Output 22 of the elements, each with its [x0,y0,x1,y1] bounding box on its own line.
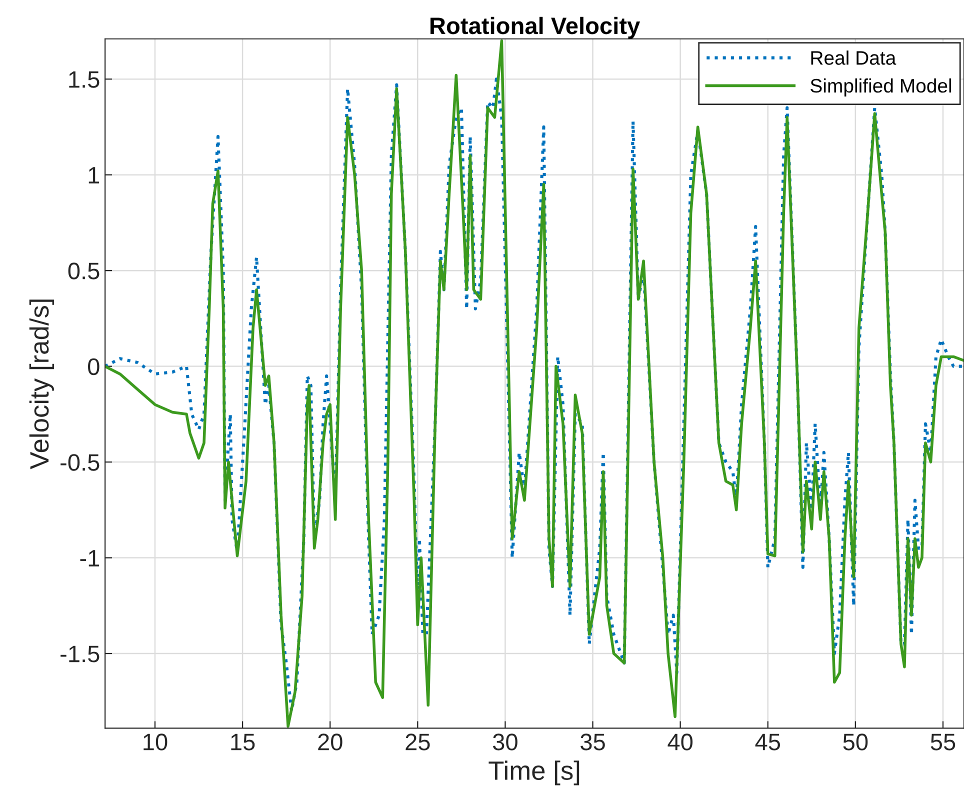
y-tick-label: -0.5 [60,454,100,471]
y-tick-label: 1.5 [69,71,100,88]
x-tick-label: 20 [318,734,342,750]
legend-label: Real Data [811,50,896,65]
chart-title: Rotational Velocity [430,16,640,39]
y-tick-label: 0.5 [68,262,100,280]
y-tick-label: -1 [80,550,100,566]
legend-label: Simplified Model [810,78,952,97]
x-tick-label: 40 [668,734,693,750]
x-tick-label: 45 [755,734,780,750]
x-tick-label: 15 [231,734,255,750]
y-tick-label: 1 [88,167,100,184]
y-tick-label: -1.5 [60,646,100,662]
x-tick-label: 10 [144,734,168,750]
x-axis-title: Time [s] [488,760,580,786]
x-tick-label: 30 [492,734,518,750]
y-axis-title: Velocity [rad/s] [29,300,54,470]
x-tick-label: 50 [843,734,868,750]
x-tick-label: 35 [580,734,605,750]
x-tick-label: 25 [406,734,430,750]
y-tick-label: 0 [88,358,100,376]
x-tick-label: 55 [930,734,956,750]
